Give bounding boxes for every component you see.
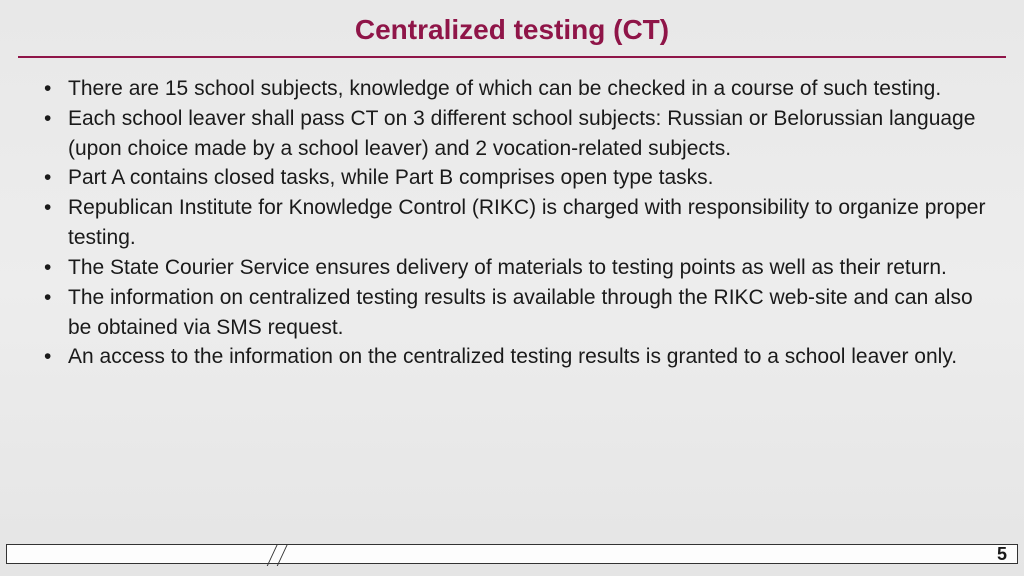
list-item: There are 15 school subjects, knowledge … — [30, 74, 994, 104]
bullet-list: There are 15 school subjects, knowledge … — [30, 74, 994, 372]
list-item: Each school leaver shall pass CT on 3 di… — [30, 104, 994, 164]
page-number: 5 — [997, 544, 1007, 565]
footer-notch-decoration — [277, 544, 307, 566]
content-area: There are 15 school subjects, knowledge … — [0, 58, 1024, 372]
footer-bar: 5 — [6, 544, 1018, 564]
list-item: An access to the information on the cent… — [30, 342, 994, 372]
list-item: Part A contains closed tasks, while Part… — [30, 163, 994, 193]
list-item: The information on centralized testing r… — [30, 283, 994, 343]
list-item: Republican Institute for Knowledge Contr… — [30, 193, 994, 253]
list-item: The State Courier Service ensures delive… — [30, 253, 994, 283]
slide-title: Centralized testing (CT) — [0, 0, 1024, 56]
